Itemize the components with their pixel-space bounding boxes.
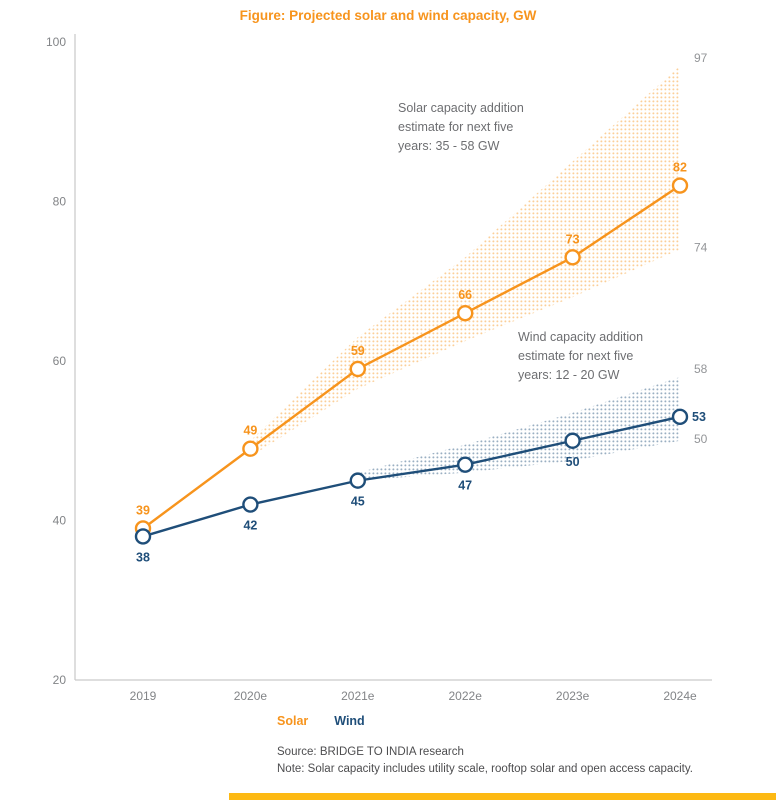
svg-text:2023e: 2023e [556, 689, 590, 703]
svg-text:80: 80 [53, 195, 67, 209]
svg-text:2021e: 2021e [341, 689, 375, 703]
note-text: Note: Solar capacity includes utility sc… [277, 762, 693, 775]
svg-text:2024e: 2024e [663, 689, 697, 703]
svg-text:73: 73 [566, 232, 580, 246]
svg-text:2020e: 2020e [234, 689, 268, 703]
svg-text:50: 50 [694, 432, 708, 446]
svg-text:59: 59 [351, 344, 365, 358]
wind-annotation: Wind capacity addition estimate for next… [518, 330, 644, 382]
svg-text:2022e: 2022e [449, 689, 483, 703]
svg-text:38: 38 [136, 550, 150, 564]
legend-item-solar: Solar [277, 714, 309, 728]
svg-text:53: 53 [692, 410, 706, 424]
svg-text:97: 97 [694, 51, 708, 65]
svg-text:20: 20 [53, 673, 67, 687]
svg-text:66: 66 [458, 288, 472, 302]
svg-text:2019: 2019 [130, 689, 157, 703]
svg-text:82: 82 [673, 161, 687, 175]
svg-text:39: 39 [136, 503, 150, 517]
svg-text:50: 50 [566, 455, 580, 469]
svg-text:60: 60 [53, 354, 67, 368]
svg-text:40: 40 [53, 514, 67, 528]
svg-text:58: 58 [694, 362, 708, 376]
svg-text:100: 100 [46, 35, 66, 49]
svg-text:74: 74 [694, 240, 708, 254]
svg-text:45: 45 [351, 495, 365, 509]
footer-accent-bar [229, 793, 776, 800]
source-text: Source: BRIDGE TO INDIA research [277, 746, 464, 758]
solar-annotation: Solar capacity addition estimate for nex… [398, 101, 524, 153]
svg-text:49: 49 [243, 424, 257, 438]
chart-title: Figure: Projected solar and wind capacit… [239, 8, 537, 23]
footnotes: Source: BRIDGE TO INDIA research Note: S… [277, 744, 693, 777]
legend: Solar Wind [277, 714, 365, 728]
svg-text:42: 42 [243, 519, 257, 533]
legend-item-wind: Wind [334, 714, 365, 728]
svg-text:47: 47 [458, 479, 472, 493]
